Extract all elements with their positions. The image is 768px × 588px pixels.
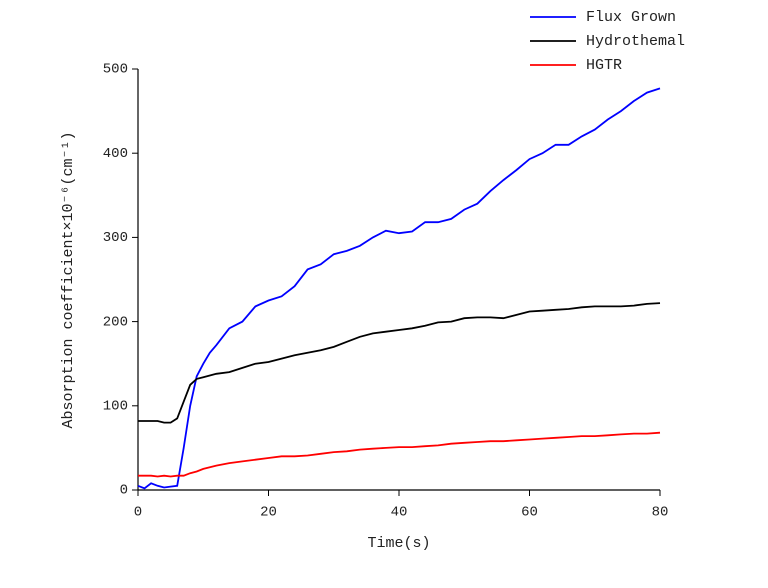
legend-label: Hydrothemal xyxy=(586,33,685,50)
legend-label: Flux Grown xyxy=(586,9,676,26)
legend-label: HGTR xyxy=(586,57,622,74)
y-axis-label: Absorption coefficient×10⁻⁶(cm⁻¹) xyxy=(60,131,77,428)
y-tick-label: 200 xyxy=(103,314,128,330)
series-line xyxy=(137,87,661,490)
y-tick-label: 300 xyxy=(103,230,128,246)
series-line xyxy=(138,431,661,478)
x-axis-label: Time(s) xyxy=(367,535,430,552)
y-tick-label: 100 xyxy=(103,399,128,415)
x-tick-label: 20 xyxy=(260,505,277,521)
series-line xyxy=(138,302,661,424)
y-tick-label: 0 xyxy=(120,483,128,499)
x-tick-label: 60 xyxy=(521,505,538,521)
y-tick-label: 400 xyxy=(103,146,128,162)
x-tick-label: 80 xyxy=(652,505,669,521)
y-tick-label: 500 xyxy=(103,62,128,78)
x-tick-label: 0 xyxy=(134,505,142,521)
x-tick-label: 40 xyxy=(391,505,408,521)
